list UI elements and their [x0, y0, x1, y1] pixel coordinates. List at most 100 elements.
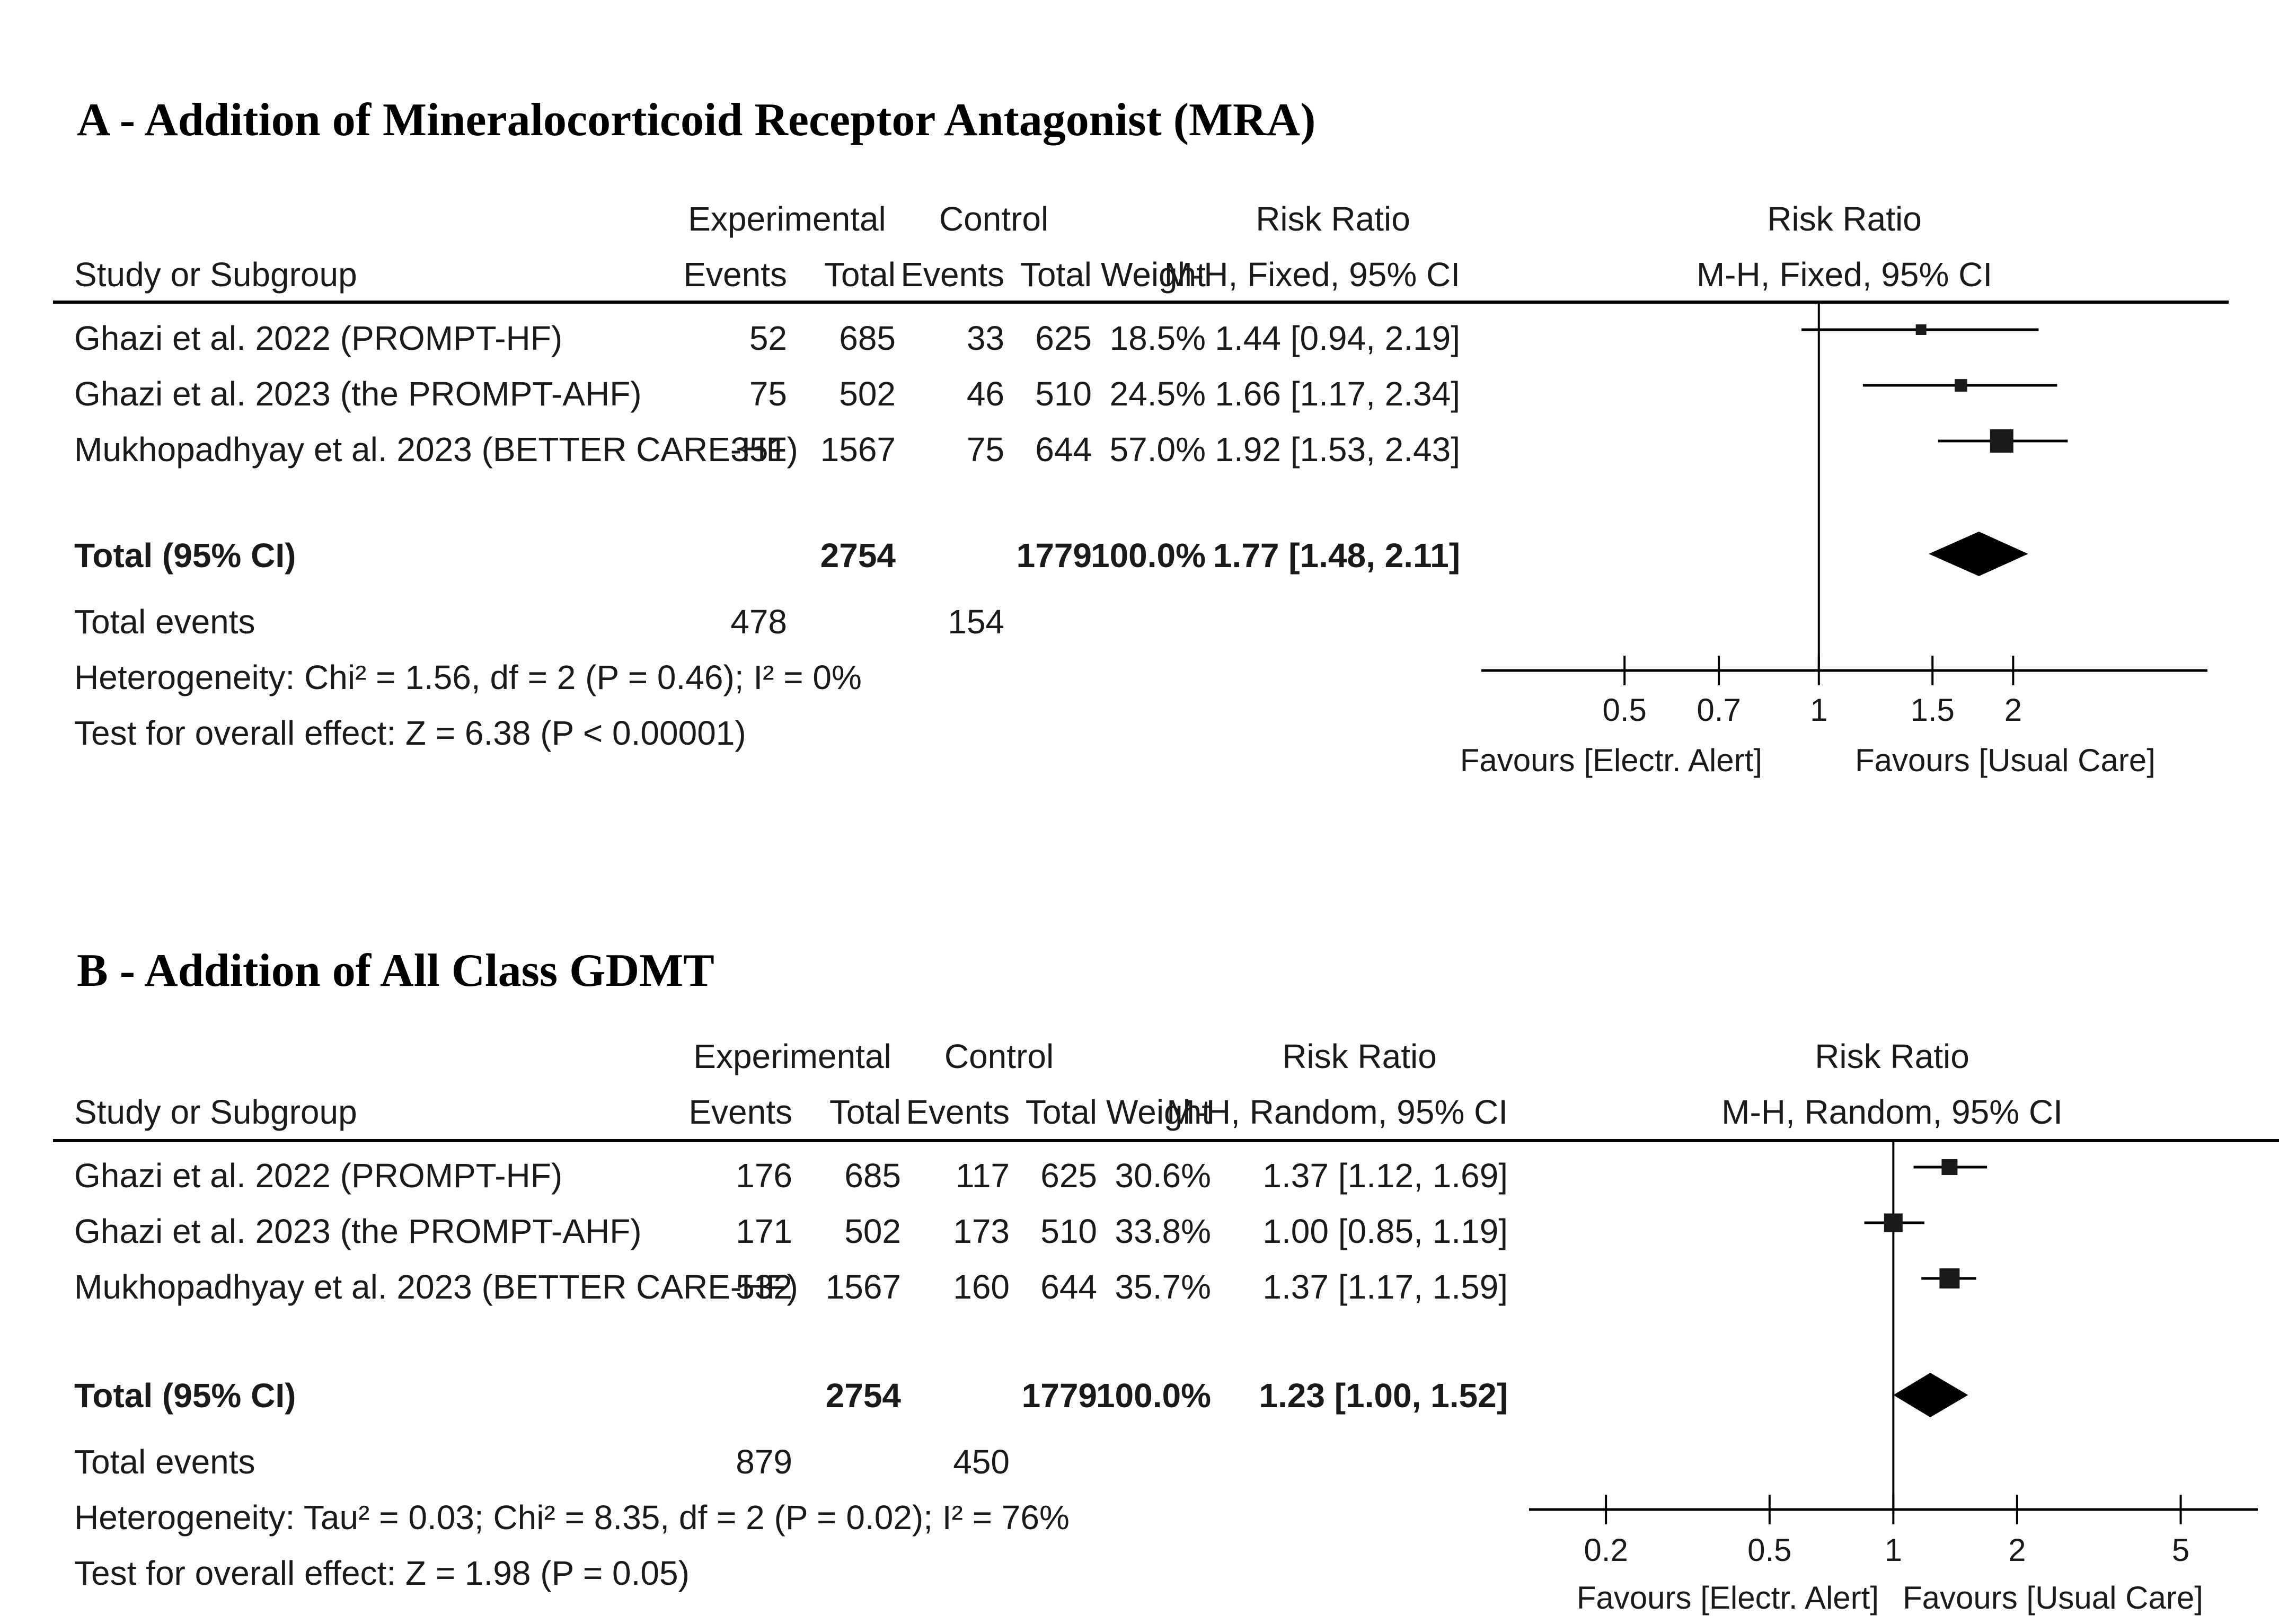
ctl-total: 510 — [1040, 1212, 1097, 1250]
forest-plot-a: 0.5 0.7 1 1.5 2 — [1481, 302, 2207, 728]
exp-events: 478 — [730, 603, 787, 641]
heterogeneity: Heterogeneity: Tau² = 0.03; Chi² = 8.35,… — [74, 1498, 1070, 1537]
study-name: Mukhopadhyay et al. 2023 (BETTER CARE-HF… — [74, 430, 798, 469]
header-method: M-H, Fixed, 95% CI — [1164, 255, 1460, 294]
weight: 100.0% — [1091, 536, 1206, 575]
favours-left: Favours [Electr. Alert] — [1577, 1580, 1879, 1616]
tick-label: 5 — [2172, 1532, 2189, 1568]
total-events-label: Total events — [74, 603, 255, 641]
exp-events: 532 — [736, 1268, 792, 1306]
risk-ratio-ci: 1.44 [0.94, 2.19] — [1215, 319, 1460, 357]
table-row: Ghazi et al. 2022 (PROMPT-HF) 52 685 33 … — [74, 319, 1460, 357]
header-risk-ratio: Risk Ratio — [1282, 1037, 1437, 1075]
favours-right: Favours [Usual Care] — [1855, 743, 2156, 778]
header-risk-ratio: Risk Ratio — [1256, 200, 1410, 238]
header-study: Study or Subgroup — [74, 1093, 357, 1131]
exp-total: 685 — [844, 1157, 901, 1195]
exp-total: 2754 — [820, 536, 896, 575]
weight: 35.7% — [1115, 1268, 1211, 1306]
header-experimental: Experimental — [693, 1037, 891, 1075]
ctl-total: 510 — [1035, 375, 1092, 413]
overall-effect: Test for overall effect: Z = 1.98 (P = 0… — [74, 1554, 690, 1592]
exp-total: 502 — [844, 1212, 901, 1250]
risk-ratio-ci: 1.37 [1.12, 1.69] — [1262, 1157, 1508, 1195]
study-name: Ghazi et al. 2022 (PROMPT-HF) — [74, 319, 562, 357]
study-name: Mukhopadhyay et al. 2023 (BETTER CARE-HF… — [74, 1268, 798, 1306]
weight: 33.8% — [1115, 1212, 1211, 1250]
header-ctl-events: Events — [900, 255, 1004, 294]
ctl-total: 625 — [1035, 319, 1092, 357]
panel-title: A - Addition of Mineralocorticoid Recept… — [77, 94, 1315, 146]
header-ctl-total: Total — [1020, 255, 1092, 294]
total-label: Total (95% CI) — [74, 1376, 296, 1415]
risk-ratio-ci: 1.23 [1.00, 1.52] — [1259, 1376, 1508, 1415]
study-name: Ghazi et al. 2022 (PROMPT-HF) — [74, 1157, 562, 1195]
study-square — [1915, 324, 1927, 335]
tick-label: 0.2 — [1584, 1532, 1628, 1568]
risk-ratio-ci: 1.92 [1.53, 2.43] — [1215, 430, 1460, 469]
pooled-diamond — [1893, 1373, 1968, 1417]
panel-title: B - Addition of All Class GDMT — [77, 945, 714, 996]
weight: 24.5% — [1110, 375, 1206, 413]
weight: 100.0% — [1096, 1376, 1211, 1415]
tick-label: 1.5 — [1911, 692, 1955, 728]
total-row: Total (95% CI) 2754 1779 100.0% 1.77 [1.… — [74, 536, 1460, 575]
risk-ratio-ci: 1.37 [1.17, 1.59] — [1262, 1268, 1508, 1306]
tick-label: 0.7 — [1697, 692, 1741, 728]
exp-events: 176 — [736, 1157, 792, 1195]
header-exp-events: Events — [688, 1093, 792, 1131]
study-square — [1990, 429, 2013, 453]
total-events-row: Total events 879 450 — [74, 1443, 1010, 1481]
study-square — [1939, 1268, 1960, 1288]
risk-ratio-ci: 1.77 [1.48, 2.11] — [1213, 536, 1460, 575]
exp-total: 1567 — [826, 1268, 901, 1306]
exp-total: 502 — [839, 375, 896, 413]
header-control: Control — [939, 200, 1048, 238]
ctl-events: 33 — [967, 319, 1004, 357]
favours-right: Favours [Usual Care] — [1903, 1580, 2203, 1616]
header-control: Control — [944, 1037, 1054, 1075]
panel-b-gdmt: B - Addition of All Class GDMT Experimen… — [53, 945, 2279, 1616]
exp-total: 685 — [839, 319, 896, 357]
exp-events: 879 — [736, 1443, 792, 1481]
ctl-events: 75 — [967, 430, 1004, 469]
total-row: Total (95% CI) 2754 1779 100.0% 1.23 [1.… — [74, 1376, 1508, 1415]
overall-effect: Test for overall effect: Z = 6.38 (P < 0… — [74, 714, 746, 752]
exp-events: 351 — [730, 430, 787, 469]
favours-left: Favours [Electr. Alert] — [1460, 743, 1762, 778]
weight: 30.6% — [1115, 1157, 1211, 1195]
exp-events: 52 — [749, 319, 787, 357]
header-ctl-total: Total — [1026, 1093, 1097, 1131]
header-ctl-events: Events — [906, 1093, 1010, 1131]
study-square — [1941, 1159, 1958, 1175]
ctl-events: 117 — [956, 1157, 1010, 1195]
header-method: M-H, Random, 95% CI — [1167, 1093, 1508, 1131]
table-row: Ghazi et al. 2022 (PROMPT-HF) 176 685 11… — [74, 1157, 1508, 1195]
header-experimental: Experimental — [688, 200, 886, 238]
header-weight: Weight — [1101, 255, 1206, 294]
total-events-label: Total events — [74, 1443, 255, 1481]
exp-events: 171 — [736, 1212, 792, 1250]
table-row: Mukhopadhyay et al. 2023 (BETTER CARE-HF… — [74, 1268, 1508, 1306]
table-row: Ghazi et al. 2023 (the PROMPT-AHF) 75 50… — [74, 375, 1460, 413]
study-name: Ghazi et al. 2023 (the PROMPT-AHF) — [74, 1212, 642, 1250]
header-exp-total: Total — [824, 255, 896, 294]
forest-plot-b: 0.2 0.5 1 2 5 — [1529, 1141, 2258, 1568]
header-risk-ratio-plot: Risk Ratio — [1815, 1037, 1969, 1075]
table-row: Mukhopadhyay et al. 2023 (BETTER CARE-HF… — [74, 430, 1460, 469]
study-square — [1884, 1213, 1903, 1232]
weight: 18.5% — [1110, 319, 1206, 357]
tick-label: 2 — [2004, 692, 2022, 728]
ctl-total: 644 — [1035, 430, 1092, 469]
ctl-total: 625 — [1040, 1157, 1097, 1195]
ctl-events: 173 — [953, 1212, 1010, 1250]
risk-ratio-ci: 1.66 [1.17, 2.34] — [1215, 375, 1460, 413]
total-events-row: Total events 478 154 — [74, 603, 1004, 641]
header-method-plot: M-H, Random, 95% CI — [1721, 1093, 2063, 1131]
ctl-total: 1779 — [1022, 1376, 1097, 1415]
tick-label: 0.5 — [1602, 692, 1646, 728]
ctl-events: 450 — [953, 1443, 1010, 1481]
ctl-events: 46 — [967, 375, 1004, 413]
panel-a-mra: A - Addition of Mineralocorticoid Recept… — [53, 94, 2229, 778]
